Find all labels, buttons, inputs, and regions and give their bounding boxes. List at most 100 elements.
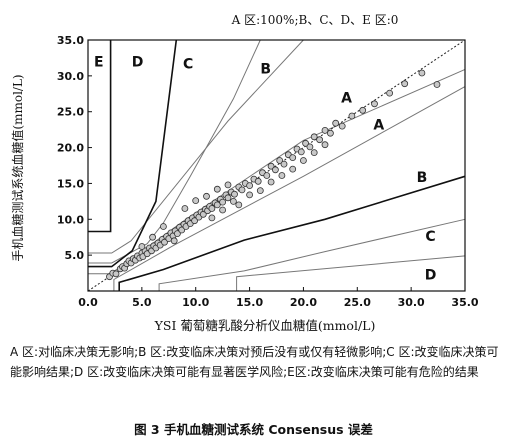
data-point-94	[267, 178, 275, 186]
zone-label-a-5: A	[373, 118, 384, 134]
data-point-62	[263, 172, 271, 179]
data-point-86	[181, 205, 189, 212]
data-point-54	[231, 190, 238, 198]
zone-label-b-6: B	[417, 170, 428, 186]
data-point-60	[254, 177, 262, 185]
data-point-102	[149, 233, 157, 241]
data-point-91	[235, 201, 243, 209]
data-point-46	[208, 205, 216, 212]
data-points	[106, 69, 441, 281]
data-point-38	[191, 217, 199, 225]
data-point-106	[229, 197, 237, 205]
data-point-92	[246, 191, 254, 199]
data-point-66	[280, 160, 288, 168]
data-point-105	[219, 206, 227, 214]
zone-boundary-thin-5	[158, 218, 466, 291]
data-point-24	[161, 238, 168, 246]
data-point-90	[224, 181, 232, 189]
data-point-56	[238, 186, 246, 194]
x-tick-label-6: 30.0	[398, 296, 425, 309]
zone-label-c-7: C	[425, 229, 435, 245]
x-tick-label-2: 10.0	[182, 296, 209, 309]
y-tick-label-5: 30.0	[57, 70, 84, 83]
zone-boundary-thin-1	[113, 86, 466, 291]
data-point-99	[321, 141, 329, 149]
data-point-74	[316, 136, 324, 144]
y-tick-label-1: 10.0	[57, 213, 84, 226]
zone-label-c-2: C	[183, 57, 193, 73]
zone-label-a-4: A	[341, 90, 352, 106]
data-point-96	[289, 165, 297, 173]
data-point-30	[173, 230, 181, 238]
zone-boundary-thin-2	[88, 39, 304, 254]
figure-caption: A 区:对临床决策无影响;B 区:改变临床决策对预后没有或仅有轻微影响;C 区:…	[10, 345, 499, 379]
data-point-87	[192, 197, 200, 205]
data-point-63	[267, 162, 275, 170]
zone-label-d-1: D	[132, 55, 144, 71]
data-point-2	[112, 270, 120, 278]
data-point-89	[213, 185, 221, 193]
data-point-88	[203, 192, 210, 200]
y-axis-ticks: 5.0 10.0 15.0 20.0 25.0 30.0 35.0	[57, 34, 92, 262]
data-point-73	[310, 133, 318, 141]
data-point-103	[138, 243, 146, 250]
data-point-52	[224, 194, 232, 202]
data-point-93	[256, 187, 264, 195]
data-point-71	[302, 139, 310, 147]
x-tick-label-0: 0.0	[78, 296, 98, 309]
data-point-70	[297, 148, 305, 156]
data-point-83	[401, 80, 409, 88]
y-tick-label-4: 25.0	[57, 106, 84, 119]
data-point-75	[321, 126, 329, 134]
x-tick-label-4: 20.0	[290, 296, 317, 309]
data-point-95	[278, 172, 286, 179]
data-point-100	[159, 223, 167, 230]
zone-boundary-bold-0	[88, 40, 112, 233]
data-point-77	[332, 119, 340, 127]
y-axis-label: 手机血糖测试系统血糖值(mmol/L)	[10, 74, 25, 261]
consensus-error-grid-chart: 0.0 5.0 10.0 15.0 20.0 25.0 30.0 35.0 5.0 10.0 15…	[10, 13, 479, 333]
data-point-58	[246, 182, 254, 190]
zone-boundary-thin-6	[236, 255, 466, 291]
zone-label-e-0: E	[94, 55, 104, 71]
data-point-79	[348, 112, 356, 120]
chart-annotation: A 区:100%;B、C、D、E 区:0	[231, 13, 399, 27]
x-tick-label-7: 35.0	[451, 296, 478, 309]
zone-label-d-8: D	[425, 268, 437, 284]
zone-boundaries-bold	[88, 39, 466, 291]
data-point-101	[170, 237, 178, 245]
data-point-80	[359, 106, 367, 114]
x-axis-label: YSI 葡萄糖乳酸分析仪血糖值(mmol/L)	[154, 318, 376, 333]
data-point-32	[178, 226, 186, 234]
zone-label-b-3: B	[260, 62, 271, 78]
data-point-104	[208, 214, 216, 222]
y-tick-label-3: 20.0	[57, 142, 84, 155]
zone-boundary-bold-1	[88, 39, 178, 268]
data-point-84	[418, 69, 426, 77]
data-point-97	[299, 157, 307, 164]
x-tick-label-3: 15.0	[236, 296, 263, 309]
data-point-48	[213, 201, 221, 209]
data-point-78	[338, 122, 346, 130]
zone-boundary-thin-3	[88, 39, 261, 264]
y-tick-label-6: 35.0	[57, 34, 84, 47]
figure-title: 图 3 手机血糖测试系统 Consensus 误差	[134, 422, 373, 437]
zone-labels: E D C B A A B C D	[94, 55, 436, 284]
y-tick-label-0: 5.0	[65, 249, 85, 262]
data-point-85	[433, 81, 441, 88]
x-tick-label-1: 5.0	[132, 296, 152, 309]
zone-boundary-bold-2	[118, 175, 466, 291]
x-axis-ticks: 0.0 5.0 10.0 15.0 20.0 25.0 30.0 35.0	[78, 287, 479, 309]
data-point-98	[310, 149, 318, 157]
data-point-65	[276, 157, 284, 164]
data-point-72	[306, 143, 314, 151]
plot-frame	[87, 39, 466, 292]
data-point-81	[371, 100, 378, 108]
data-point-76	[326, 129, 334, 137]
data-point-82	[386, 89, 394, 97]
data-point-68	[289, 154, 297, 162]
x-tick-label-5: 25.0	[344, 296, 371, 309]
y-tick-label-2: 15.0	[57, 177, 84, 190]
data-point-50	[219, 198, 227, 206]
data-point-64	[271, 166, 279, 174]
